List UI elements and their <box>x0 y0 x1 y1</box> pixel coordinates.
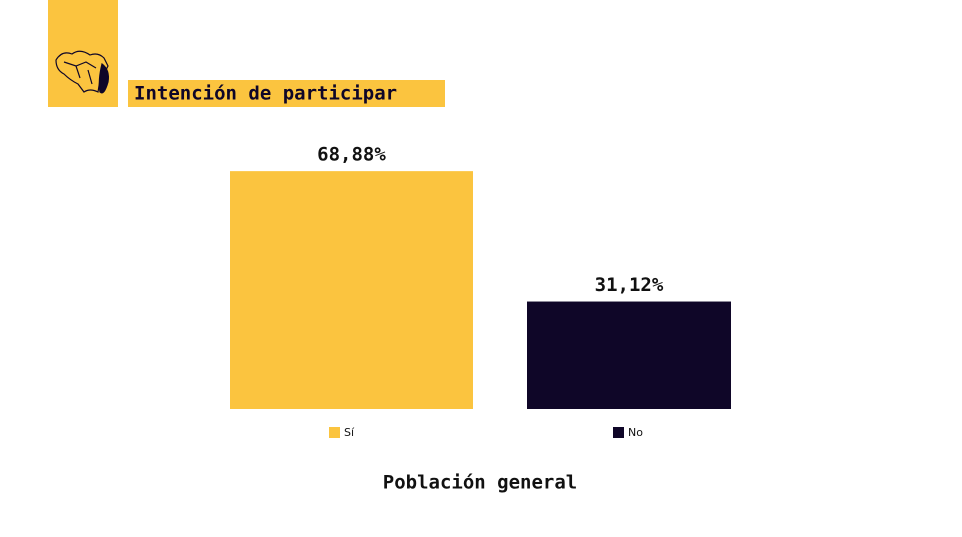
bar <box>527 301 731 409</box>
x-axis-label: Población general <box>383 472 577 494</box>
legend-swatch <box>613 427 624 438</box>
legend-swatch <box>329 427 340 438</box>
title-highlight <box>128 80 445 107</box>
legend-label: No <box>628 426 643 439</box>
bar <box>230 171 473 409</box>
logo-box <box>48 0 118 107</box>
value-label: 68,88% <box>317 144 386 166</box>
legend-label: Sí <box>344 426 355 439</box>
chart-title: Intención de participar <box>134 83 397 105</box>
value-label: 31,12% <box>595 274 664 296</box>
map-icon <box>55 50 109 94</box>
